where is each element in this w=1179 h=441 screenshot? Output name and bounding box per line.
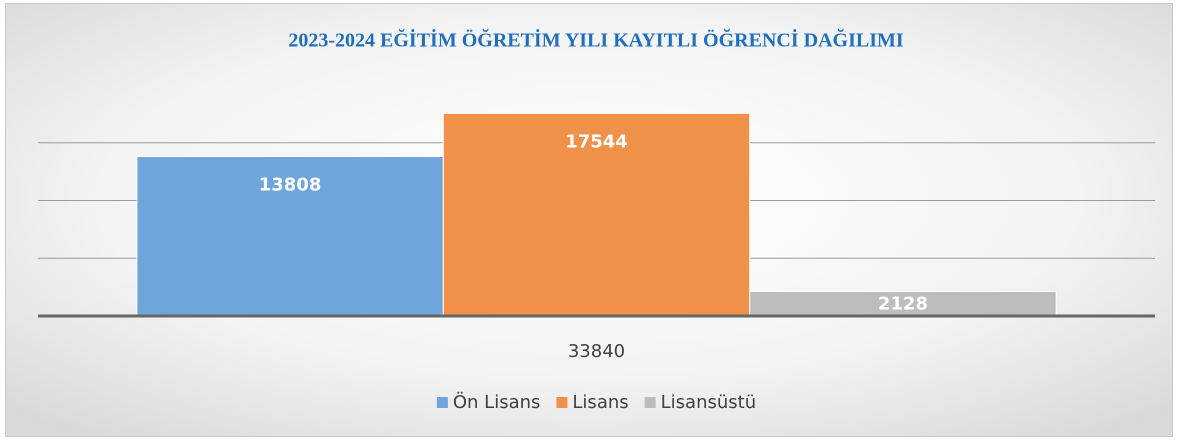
data-label: 17544 xyxy=(565,131,628,152)
chart-title: 2023-2024 EĞİTİM ÖĞRETİM YILI KAYITLI ÖĞ… xyxy=(288,28,903,52)
x-tick-label: 33840 xyxy=(568,341,625,362)
legend-label: Ön Lisans xyxy=(453,391,541,413)
data-label: 13808 xyxy=(259,175,322,196)
bar xyxy=(749,290,1057,317)
legend-swatch xyxy=(436,397,448,408)
legend-swatch xyxy=(556,397,568,408)
data-label: 2128 xyxy=(878,294,928,315)
legend-label: Lisansüstü xyxy=(661,392,756,413)
legend-label: Lisans xyxy=(572,392,628,413)
bar xyxy=(442,112,751,317)
legend-swatch xyxy=(644,397,656,408)
